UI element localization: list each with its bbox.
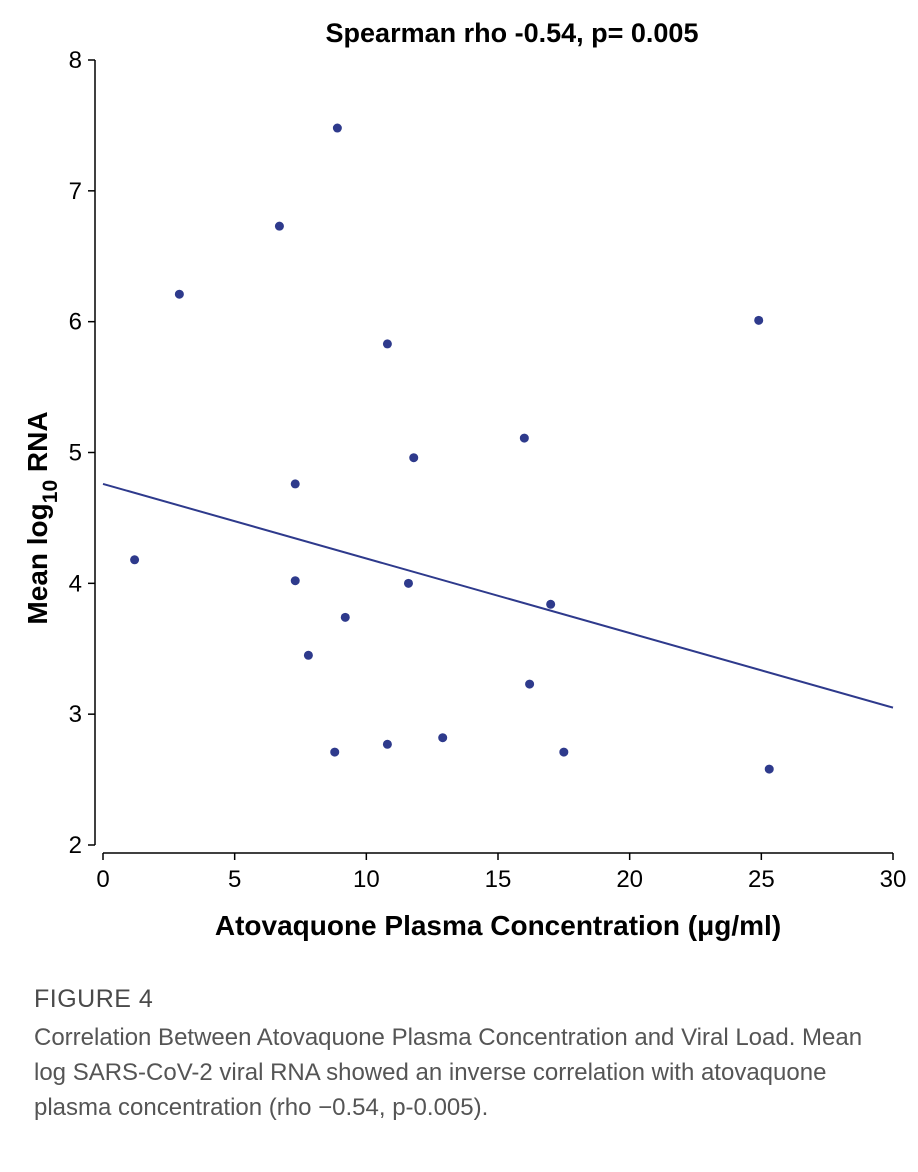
y-tick-label: 6: [69, 309, 82, 336]
data-point: [764, 764, 774, 774]
data-point: [274, 221, 284, 231]
data-point: [382, 739, 392, 749]
data-point: [546, 599, 556, 609]
y-tick-label: 3: [69, 701, 82, 728]
x-tick-label: 25: [748, 866, 775, 893]
figure-label: FIGURE 4: [34, 985, 154, 1013]
data-point: [303, 650, 313, 660]
y-tick-label: 2: [69, 832, 82, 859]
x-tick-label: 5: [228, 866, 241, 893]
figure-caption-text: Correlation Between Atovaquone Plasma Co…: [34, 1024, 863, 1121]
data-point: [174, 289, 184, 299]
y-tick-label: 8: [69, 47, 82, 74]
y-tick-label: 5: [69, 440, 82, 467]
y-axis-label-tail: RNA: [22, 411, 53, 479]
regression-line: [102, 482, 894, 709]
y-tick-label: 7: [69, 178, 82, 205]
data-point: [340, 612, 350, 622]
data-point: [403, 578, 413, 588]
data-point: [409, 453, 419, 463]
data-point: [754, 315, 764, 325]
x-axis-label: Atovaquone Plasma Concentration (μg/ml): [215, 910, 781, 941]
y-axis-label-subscript: 10: [39, 480, 62, 503]
y-tick-label: 4: [69, 570, 82, 597]
data-point: [332, 123, 342, 133]
chart-title: Spearman rho -0.54, p= 0.005: [326, 18, 699, 48]
data-point: [330, 747, 340, 757]
data-point: [559, 747, 569, 757]
y-axis-label-main: Mean log: [22, 503, 53, 624]
x-axis-ticks: 0 5 10 15 20 25 30: [96, 853, 906, 893]
data-point: [438, 733, 448, 743]
data-point: [519, 433, 529, 443]
data-points: [130, 123, 774, 774]
x-tick-label: 0: [96, 866, 109, 893]
x-tick-label: 10: [353, 866, 380, 893]
data-point: [290, 479, 300, 489]
data-point: [382, 339, 392, 349]
data-point: [290, 576, 300, 586]
x-tick-label: 20: [616, 866, 643, 893]
x-tick-label: 30: [880, 866, 907, 893]
data-point: [525, 679, 535, 689]
figure-caption: FIGURE 4 Correlation Between Atovaquone …: [34, 985, 894, 1125]
y-axis-label: Mean log10 RNA: [22, 411, 62, 624]
y-axis-ticks: 2 3 4 5 6 7 8: [69, 47, 95, 859]
chart-axes: [94, 60, 893, 854]
x-tick-label: 15: [485, 866, 512, 893]
data-point: [130, 555, 140, 565]
